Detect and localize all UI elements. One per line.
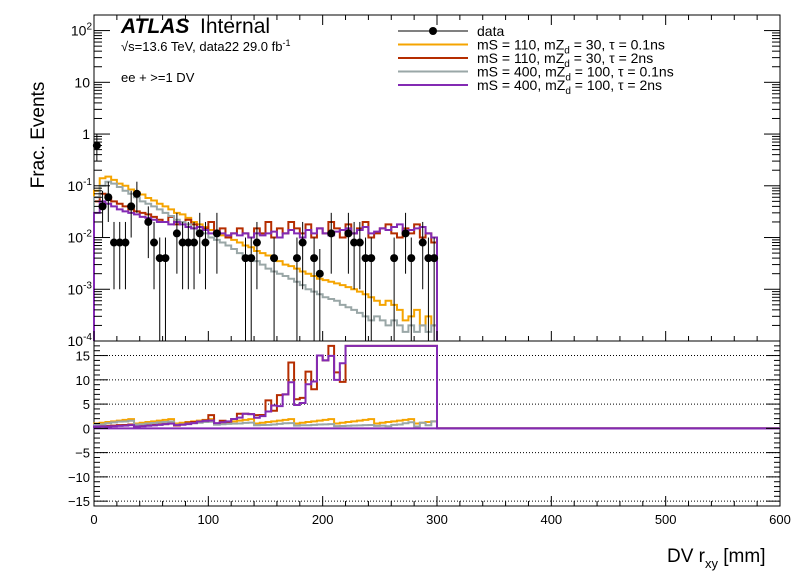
data-point: [247, 254, 256, 263]
y-tick-label: 10-1: [68, 177, 93, 194]
data-point: [184, 238, 193, 247]
data-point: [110, 238, 119, 247]
ratio-hist-0: [93, 418, 780, 430]
data-point: [127, 202, 136, 211]
data-point: [212, 229, 221, 238]
legend-entry-label: mS = 110, mZd = 30, τ = 2ns: [477, 50, 653, 70]
data-point: [310, 254, 319, 263]
data-point: [190, 238, 199, 247]
data-point: [270, 254, 279, 263]
data-point: [292, 254, 301, 263]
y-tick-label: 10-3: [68, 280, 93, 297]
data-point: [350, 238, 359, 247]
y-tick-label: 10-2: [68, 229, 93, 246]
x-tick-label: 600: [769, 512, 791, 527]
data-point: [155, 254, 164, 263]
data-point: [315, 269, 324, 278]
data-point: [115, 238, 124, 247]
data-point: [195, 229, 204, 238]
data-point: [361, 254, 370, 263]
data-point: [401, 229, 410, 238]
series-hist-0: [93, 175, 438, 341]
selection-label: ee + >=1 DV: [121, 70, 195, 85]
ratio-tick-label: 15: [76, 349, 90, 364]
y-tick-label: 1: [82, 126, 90, 142]
data-point: [418, 238, 427, 247]
ratio-hist-2: [93, 419, 780, 430]
data-point: [144, 217, 153, 226]
data-point: [344, 229, 353, 238]
data-point: [201, 238, 210, 247]
data-point: [178, 238, 187, 247]
x-tick-label: 0: [90, 512, 97, 527]
ratio-tick-label: −10: [68, 470, 90, 485]
y-axis-title: Frac. Events: [28, 82, 49, 189]
data-point: [424, 254, 433, 263]
x-tick-label: 300: [426, 512, 448, 527]
ratio-tick-label: 0: [83, 421, 90, 436]
atlas-label: ATLAS: [120, 15, 189, 38]
data-point: [98, 202, 107, 211]
x-tick-label: 200: [312, 512, 334, 527]
x-tick-label: 100: [197, 512, 219, 527]
data-point: [298, 238, 307, 247]
internal-label: Internal: [200, 15, 270, 38]
ratio-hist-3: [93, 344, 780, 430]
data-point: [390, 254, 399, 263]
legend-entry-label: data: [477, 23, 504, 39]
y-tick-label: 10: [74, 74, 90, 90]
data-point: [150, 238, 159, 247]
data-point: [252, 238, 261, 247]
y-tick-label: 102: [71, 22, 93, 39]
y-tick-label: 10-4: [68, 332, 93, 349]
ratio-tick-label: −5: [75, 446, 90, 461]
data-point: [241, 254, 250, 263]
x-tick-label: 500: [655, 512, 677, 527]
data-point: [132, 189, 141, 198]
data-point: [121, 238, 130, 247]
x-tick-label: 400: [540, 512, 562, 527]
data-point: [172, 229, 181, 238]
ratio-tick-label: 10: [76, 373, 90, 388]
ratio-tick-label: −15: [68, 494, 90, 509]
legend-marker-point: [429, 27, 437, 35]
data-point: [104, 193, 113, 202]
legend-entry-label: mS = 400, mZd = 100, τ = 2ns: [477, 77, 662, 97]
series-hist-3: [93, 200, 438, 341]
data-point: [355, 238, 364, 247]
series-hist-2: [93, 180, 438, 341]
data-point: [407, 254, 416, 263]
data-point: [161, 254, 170, 263]
x-axis-title: DV rxy [mm]: [667, 546, 766, 571]
ratio-tick-label: 5: [83, 397, 90, 412]
data-point: [367, 254, 376, 263]
lumi-label: √s=13.6 TeV, data22 29.0 fb-1: [121, 38, 291, 54]
legend-entry-label: mS = 110, mZd = 30, τ = 0.1ns: [477, 37, 665, 57]
data-point: [430, 254, 439, 263]
data-point: [327, 229, 336, 238]
legend-entry-label: mS = 400, mZd = 100, τ = 0.1ns: [477, 64, 674, 84]
